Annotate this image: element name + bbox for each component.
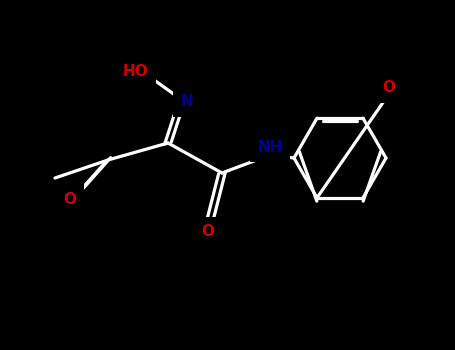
- Text: HO: HO: [122, 64, 148, 79]
- Text: N: N: [181, 94, 193, 110]
- Text: NH: NH: [257, 140, 283, 154]
- Text: O: O: [64, 191, 76, 206]
- Text: O: O: [383, 80, 395, 96]
- Text: O: O: [202, 224, 214, 239]
